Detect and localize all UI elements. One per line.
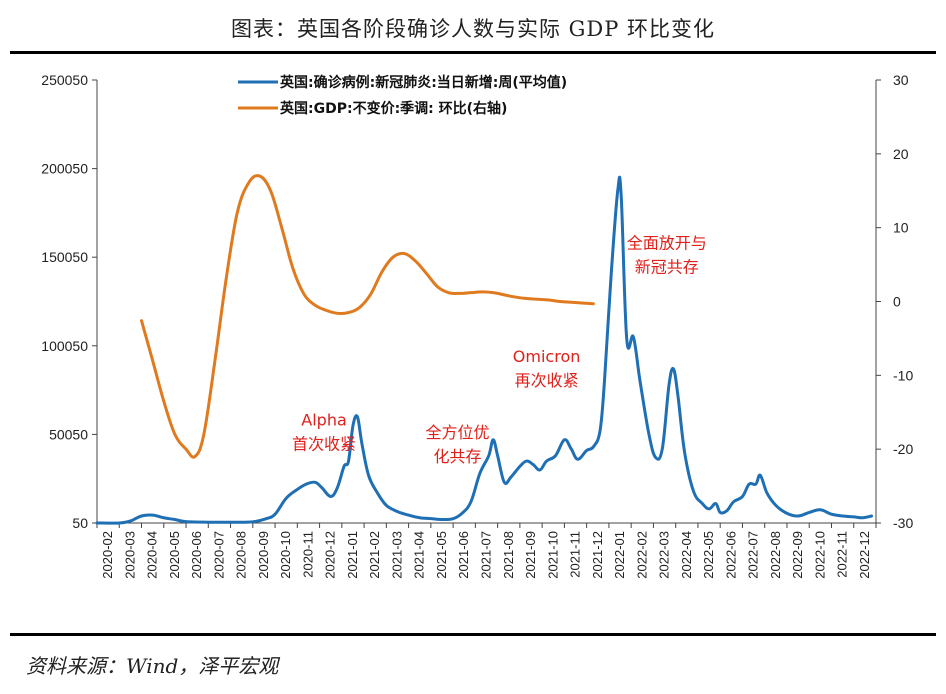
x-tick-label: 2022-06 — [723, 531, 738, 579]
top-divider — [10, 51, 936, 54]
x-tick-label: 2022-02 — [634, 531, 649, 579]
x-tick-label: 2021-06 — [456, 531, 471, 579]
x-tick-label: 2020-06 — [189, 531, 204, 579]
x-tick-label: 2021-05 — [434, 531, 449, 579]
chart: 250050 200050 150050 100050 50050 50 30 20 10 0 -1… — [41, 72, 913, 579]
annotation-label: 全方位优 — [426, 423, 490, 442]
x-tick-label: 2022-09 — [790, 531, 805, 579]
y-right-tick-label: -10 — [893, 367, 913, 383]
annotation-label: Omicron — [513, 347, 581, 366]
y-left-tick-label: 100050 — [41, 338, 88, 354]
x-tick-label: 2021-10 — [545, 531, 560, 579]
x-tick-label: 2022-05 — [701, 531, 716, 579]
series-lines — [95, 174, 874, 525]
y-left-tick-label: 150050 — [41, 249, 88, 265]
x-tick-label: 2020-04 — [145, 531, 160, 579]
series-line-cases — [95, 175, 874, 525]
bottom-divider — [10, 633, 936, 636]
x-tick-label: 2022-01 — [612, 531, 627, 579]
page-title: 图表：英国各阶段确诊人数与实际 GDP 环比变化 — [230, 17, 716, 41]
x-tick-label: 2021-02 — [367, 531, 382, 579]
annotation-label: 新冠共存 — [635, 257, 699, 276]
x-tick-label: 2020-05 — [167, 531, 182, 579]
x-tick-label: 2022-04 — [679, 531, 694, 579]
y-left-tick-label: 200050 — [41, 161, 88, 177]
annotation-label: 首次收紧 — [292, 435, 356, 454]
annotation-label: 化共存 — [434, 447, 482, 466]
y-left-tick-label: 50050 — [49, 426, 88, 442]
x-tick-label: 2022-11 — [835, 531, 850, 578]
x-tick-label: 2020-08 — [234, 531, 249, 579]
annotation-label: Alpha — [301, 411, 347, 430]
x-tick-label: 2022-03 — [657, 531, 672, 579]
y-right-tick-label: 0 — [893, 294, 901, 310]
y-right-tick-label: -30 — [893, 515, 913, 531]
y-right-tick-label: 10 — [893, 220, 909, 236]
x-tick-label: 2020-09 — [256, 531, 271, 579]
x-tick-label: 2021-03 — [389, 531, 404, 579]
legend: 英国:确诊病例:新冠肺炎:当日新增:周(平均值) 英国:GDP:不变价:季调: 环… — [238, 74, 567, 117]
y-left-tick-label: 50 — [72, 515, 88, 531]
axes: 250050 200050 150050 100050 50050 50 30 20 10 0 -1… — [41, 72, 913, 579]
source-note: 资料来源：Wind，泽平宏观 — [26, 654, 279, 678]
x-tick-label: 2020-12 — [323, 531, 338, 579]
legend-label-cases: 英国:确诊病例:新冠肺炎:当日新增:周(平均值) — [279, 74, 567, 91]
legend-label-gdp: 英国:GDP:不变价:季调: 环比(右轴) — [279, 100, 507, 117]
x-tick-label: 2021-12 — [590, 531, 605, 579]
annotation-label: 全面放开与 — [627, 233, 707, 252]
x-tick-label: 2020-11 — [300, 531, 315, 578]
x-tick-label: 2020-03 — [122, 531, 137, 579]
annotation-label: 再次收紧 — [515, 371, 579, 390]
x-tick-label: 2022-10 — [812, 531, 827, 579]
x-tick-label: 2022-08 — [768, 531, 783, 579]
x-tick-label: 2021-11 — [568, 531, 583, 578]
y-right-tick-label: 20 — [893, 146, 909, 162]
x-tick-label: 2021-08 — [501, 531, 516, 579]
x-tick-label: 2021-04 — [412, 531, 427, 579]
x-tick-label: 2021-07 — [479, 531, 494, 579]
y-right-tick-label: 30 — [893, 72, 909, 88]
y-left-tick-label: 250050 — [41, 72, 88, 88]
x-tick-label: 2020-02 — [100, 531, 115, 579]
y-right-tick-label: -20 — [893, 441, 913, 457]
x-tick-label: 2022-12 — [857, 531, 872, 579]
x-tick-label: 2022-07 — [746, 531, 761, 579]
x-tick-label: 2020-07 — [211, 531, 226, 579]
series-line-gdp — [140, 174, 595, 459]
x-tick-label: 2020-10 — [278, 531, 293, 579]
x-tick-label: 2021-09 — [523, 531, 538, 579]
x-tick-label: 2021-01 — [345, 531, 360, 579]
